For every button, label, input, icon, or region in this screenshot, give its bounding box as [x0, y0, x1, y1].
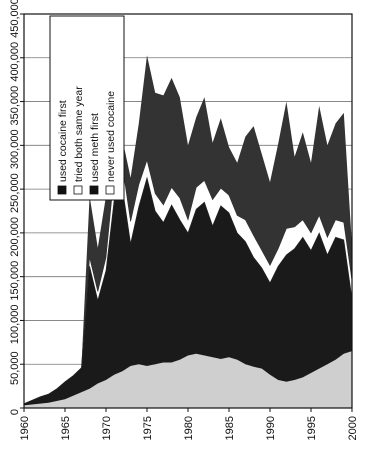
x-tick-label-1965: 1965 [60, 416, 72, 440]
x-tick-label-2000: 2000 [347, 416, 359, 440]
y-tick-label-4: 200,000 [9, 217, 21, 257]
x-axis-ticks: 1960 1965 1970 1975 1980 1985 1990 1995 2000 [19, 408, 359, 440]
stacked-areas [23, 55, 353, 408]
y-tick-label-7: 350,000 [9, 86, 21, 126]
legend-label-2: used meth first [89, 113, 101, 182]
legend-swatch-0 [57, 185, 67, 195]
legend-swatch-1 [73, 185, 83, 195]
x-tick-label-1970: 1970 [101, 416, 113, 440]
y-tick-label-9: 450,000 [9, 0, 21, 38]
y-tick-label-8: 400,000 [9, 42, 21, 82]
series-area-never-used-cocaine [24, 351, 352, 408]
y-tick-label-2: 100,000 [9, 305, 21, 345]
chart-legend: used cocaine first tried both same year us… [49, 15, 125, 201]
series-area-used-meth-first [24, 177, 352, 406]
x-tick-label-1990: 1990 [265, 416, 277, 440]
legend-box [49, 15, 125, 201]
legend-label-1: tried both same year [73, 86, 85, 182]
x-tick-label-1985: 1985 [224, 416, 236, 440]
legend-label-0: used cocaine first [57, 100, 69, 182]
x-tick-label-1975: 1975 [142, 416, 154, 440]
series-area-used-cocaine-first [24, 55, 352, 404]
legend-label-3: never used cocaine [105, 91, 117, 182]
y-tick-label-5: 250,000 [9, 173, 21, 213]
x-tick-label-1995: 1995 [306, 416, 318, 440]
x-tick-label-1960: 1960 [19, 416, 31, 440]
y-tick-label-0: 0 [9, 409, 21, 415]
y-tick-label-6: 300,000 [9, 129, 21, 169]
legend-swatch-3 [105, 185, 115, 195]
x-tick-label-1980: 1980 [183, 416, 195, 440]
legend-swatch-2 [89, 185, 99, 195]
y-axis-ticks: 0 50,000 100,000 150,000 200,000 250,000 300,0… [9, 0, 24, 415]
y-tick-label-3: 150,000 [9, 261, 21, 301]
y-tick-label-1: 50,000 [9, 351, 21, 385]
